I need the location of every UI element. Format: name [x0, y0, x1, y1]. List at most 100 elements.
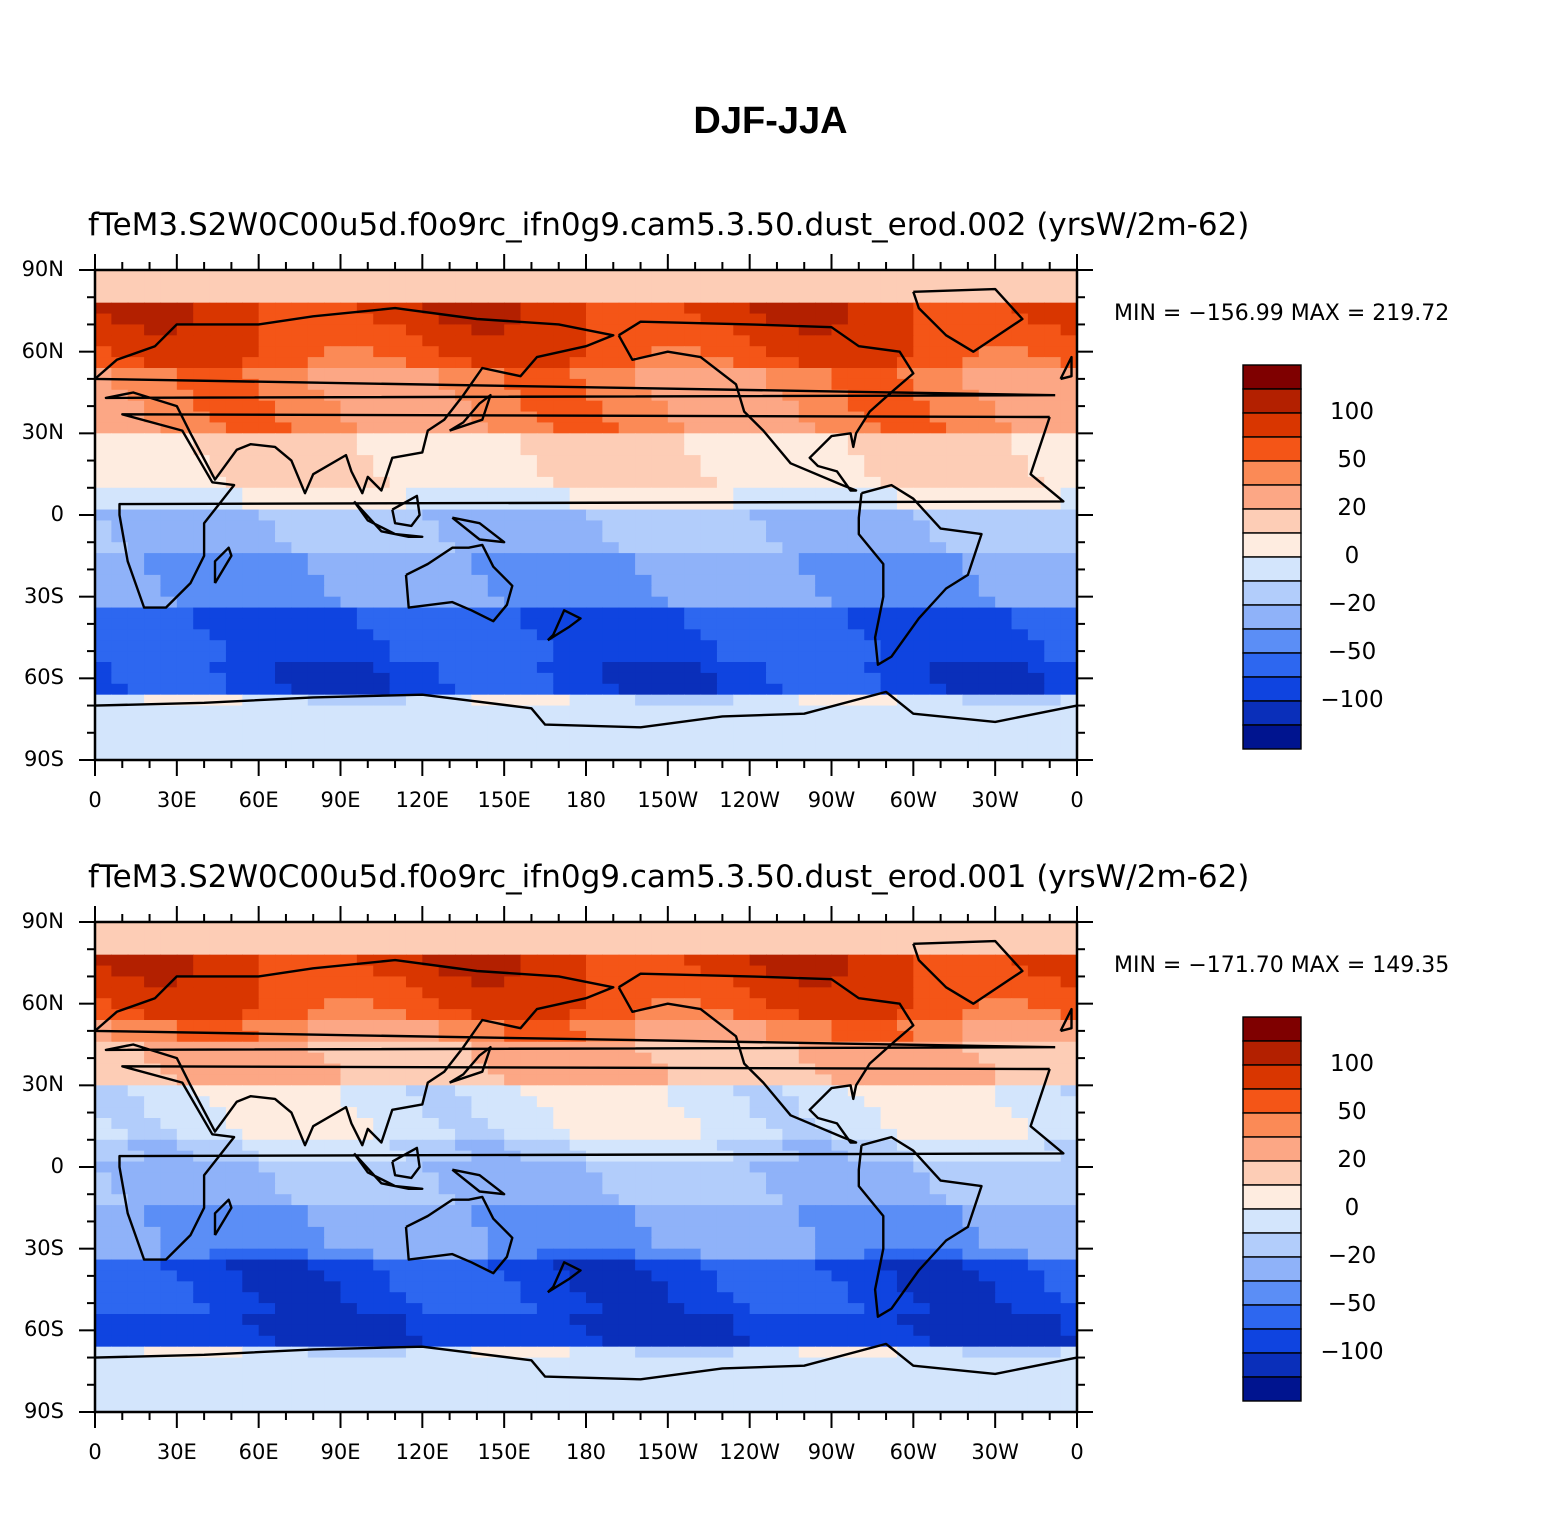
- contour-cell: [716, 1172, 734, 1184]
- contour-cell: [1011, 324, 1029, 336]
- contour-cell: [602, 270, 620, 282]
- contour-cell: [1027, 466, 1045, 478]
- contour-cell: [667, 1194, 685, 1206]
- contour-cell: [864, 368, 882, 380]
- contour-cell: [127, 1226, 145, 1239]
- contour-cell: [144, 302, 162, 315]
- contour-cell: [553, 976, 571, 988]
- contour-cell: [733, 629, 751, 641]
- contour-cell: [586, 1118, 603, 1130]
- contour-cell: [929, 1216, 947, 1228]
- contour-cell: [815, 433, 833, 445]
- contour-cell: [504, 976, 522, 988]
- contour-cell: [700, 455, 718, 467]
- contour-cell: [144, 444, 162, 456]
- contour-cell: [700, 629, 718, 641]
- contour-cell: [356, 585, 374, 598]
- contour-cell: [1027, 357, 1045, 369]
- contour-cell: [324, 368, 342, 380]
- contour-cell: [553, 553, 571, 565]
- contour-cell: [520, 1063, 538, 1076]
- contour-cell: [504, 1041, 522, 1054]
- contour-cell: [209, 1107, 227, 1119]
- contour-cell: [520, 564, 538, 576]
- contour-cell: [864, 1205, 882, 1217]
- contour-cell: [913, 618, 931, 630]
- contour-cell: [225, 1139, 243, 1152]
- contour-cell: [684, 683, 702, 696]
- contour-cell: [405, 943, 423, 956]
- contour-cell: [651, 1128, 669, 1141]
- contour-cell: [455, 1216, 473, 1228]
- contour-cell: [471, 487, 489, 500]
- contour-cell: [242, 335, 260, 347]
- contour-cell: [405, 302, 423, 315]
- contour-cell: [340, 422, 358, 434]
- contour-cell: [684, 280, 702, 293]
- contour-cell: [193, 694, 211, 707]
- contour-cell: [520, 346, 538, 358]
- contour-cell: [896, 738, 914, 750]
- contour-cell: [127, 564, 145, 576]
- contour-cell: [602, 542, 620, 554]
- contour-cell: [536, 976, 554, 988]
- contour-cell: [815, 585, 833, 598]
- contour-cell: [455, 932, 473, 945]
- contour-cell: [684, 705, 702, 718]
- contour-cell: [389, 368, 407, 380]
- contour-cell: [225, 291, 243, 304]
- contour-cell: [291, 749, 309, 761]
- contour-cell: [733, 357, 751, 369]
- contour-cell: [438, 422, 456, 434]
- contour-cell: [1060, 335, 1078, 347]
- contour-cell: [176, 531, 194, 543]
- contour-cell: [586, 313, 603, 326]
- contour-cell: [1060, 749, 1078, 761]
- contour-cell: [782, 965, 800, 978]
- contour-cell: [193, 716, 211, 728]
- contour-cell: [782, 1281, 800, 1293]
- contour-cell: [1011, 444, 1029, 456]
- contour-cell: [733, 618, 751, 630]
- contour-cell: [553, 727, 571, 739]
- contour-cell: [618, 553, 636, 565]
- contour-cell: [422, 531, 440, 543]
- contour-cell: [193, 1139, 211, 1152]
- contour-cell: [389, 1052, 407, 1065]
- contour-cell: [389, 520, 407, 532]
- contour-cell: [520, 705, 538, 718]
- contour-cell: [307, 487, 325, 500]
- contour-cell: [667, 1259, 685, 1272]
- contour-cell: [144, 280, 162, 293]
- contour-cell: [291, 662, 309, 674]
- contour-cell: [160, 1303, 178, 1315]
- contour-cell: [913, 444, 931, 456]
- contour-cell: [1011, 564, 1029, 576]
- contour-cell: [307, 976, 325, 988]
- contour-cell: [880, 596, 898, 609]
- contour-cell: [291, 1139, 309, 1152]
- contour-cell: [504, 954, 522, 967]
- contour-cell: [160, 727, 178, 739]
- contour-cell: [782, 444, 800, 456]
- contour-cell: [602, 455, 620, 467]
- contour-cell: [651, 954, 669, 967]
- contour-cell: [651, 1150, 669, 1163]
- contour-cell: [978, 618, 996, 630]
- contour-cell: [1044, 662, 1062, 674]
- contour-cell: [716, 270, 734, 282]
- contour-cell: [340, 727, 358, 739]
- contour-cell: [716, 291, 734, 304]
- contour-cell: [700, 378, 718, 391]
- contour-cell: [847, 542, 865, 554]
- contour-cell: [487, 422, 505, 434]
- contour-cell: [896, 922, 914, 934]
- contour-cell: [95, 651, 112, 663]
- contour-cell: [946, 662, 964, 674]
- contour-cell: [978, 1096, 996, 1108]
- contour-cell: [667, 520, 685, 532]
- contour-cell: [144, 1259, 162, 1272]
- contour-cell: [471, 433, 489, 445]
- contour-cell: [946, 629, 964, 641]
- contour-cell: [242, 1107, 260, 1119]
